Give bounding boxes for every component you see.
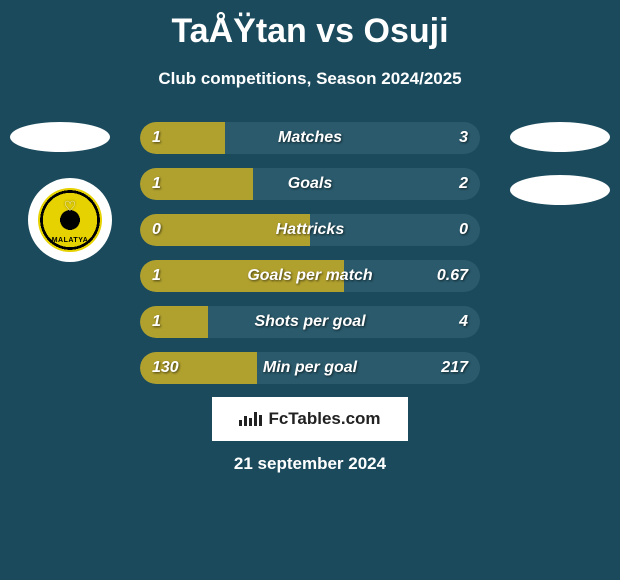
stat-bar: 13Matches — [140, 122, 480, 154]
stat-bar: 14Shots per goal — [140, 306, 480, 338]
logo-text: FcTables.com — [268, 409, 380, 429]
fctables-logo[interactable]: FcTables.com — [212, 397, 408, 441]
club-badge-inner: ♡ MALATYA — [38, 188, 102, 252]
date-label: 21 september 2024 — [0, 454, 620, 474]
stat-bar: 12Goals — [140, 168, 480, 200]
stat-label: Matches — [140, 122, 480, 154]
page-title: TaÅŸtan vs Osuji — [0, 0, 620, 51]
player1-club-badge: ♡ MALATYA — [28, 178, 112, 262]
stat-label: Goals — [140, 168, 480, 200]
signal-icon — [239, 412, 262, 426]
stat-bar: 00Hattricks — [140, 214, 480, 246]
stats-bars: 13Matches 12Goals 00Hattricks 10.67Goals pe… — [140, 122, 480, 398]
stat-label: Goals per match — [140, 260, 480, 292]
stat-label: Min per goal — [140, 352, 480, 384]
stat-bar: 10.67Goals per match — [140, 260, 480, 292]
club-badge-label: MALATYA — [38, 237, 102, 244]
player2-avatar-placeholder — [510, 122, 610, 152]
stat-bar: 130217Min per goal — [140, 352, 480, 384]
player2-club-placeholder — [510, 175, 610, 205]
subtitle: Club competitions, Season 2024/2025 — [0, 69, 620, 89]
player1-avatar-placeholder — [10, 122, 110, 152]
stat-label: Hattricks — [140, 214, 480, 246]
stat-label: Shots per goal — [140, 306, 480, 338]
club-badge-heart-icon: ♡ — [64, 198, 77, 215]
